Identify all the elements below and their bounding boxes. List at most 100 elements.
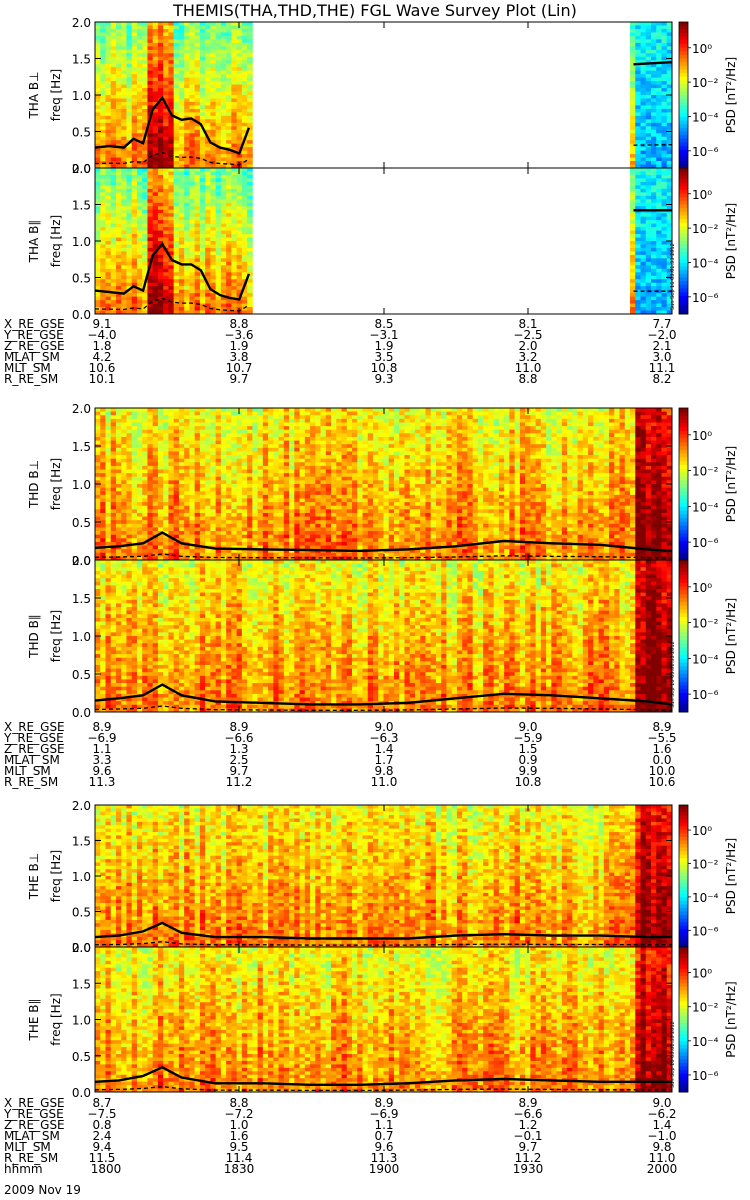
colorbar-tick-label: 10⁻²	[692, 222, 719, 236]
spectrogram-cells	[95, 560, 673, 713]
colorbar-tick-label: 10⁰	[692, 42, 712, 56]
colorbar-tick-label: 10⁻⁴	[692, 110, 719, 124]
colorbar-tick-label: 10⁻²	[692, 465, 719, 479]
colorbar-tick-label: 10⁻²	[692, 76, 719, 90]
panel-tha-bperp: 0.0 0.5 1.0 1.5 2.0 THA B⊥ freq [Hz] 10⁰ 10⁻² 10⁻…	[27, 16, 738, 176]
colorbar-label: PSD [nT²/Hz]	[724, 446, 738, 522]
y-tick-label: 0.5	[72, 516, 91, 530]
colorbar-frame	[678, 167, 689, 315]
colorbar-label: PSD [nT²/Hz]	[724, 57, 738, 133]
y-tick-label: 2.0	[72, 554, 91, 568]
colorbar-tick-label: 10⁰	[692, 188, 712, 202]
y-tick-label: 0.5	[72, 906, 91, 920]
y-tick-label: 2.0	[72, 941, 91, 955]
panel-the-bperp: 0.0 0.5 1.0 1.5 2.0 THE B⊥ freq [Hz] 10⁰ 10⁻² 10⁻…	[27, 799, 738, 955]
colorbar: 10⁰ 10⁻² 10⁻⁴ 10⁻⁶ PSD [nT²/Hz]	[678, 21, 738, 169]
y-tick-label: 0.5	[72, 1050, 91, 1064]
y-tick-label: 0.0	[72, 162, 91, 176]
colorbar-tick-label: 10⁻⁶	[692, 145, 719, 159]
y-tick-label: 1.0	[72, 478, 91, 492]
y-tick-label: 2.0	[72, 16, 91, 30]
colorbar-tick-label: 10⁰	[692, 824, 712, 838]
colorbar-tick-label: 10⁻⁴	[692, 256, 719, 270]
y-tick-label: 0.0	[72, 308, 91, 322]
y-axis-label: THE B⊥	[27, 853, 41, 900]
spectrogram-cells	[95, 805, 673, 948]
peak-frequency-line	[94, 95, 251, 155]
y-tick-label: 0.0	[72, 554, 91, 568]
colorbar-tick-label: 10⁻²	[692, 617, 719, 631]
y-tick-label: 0.5	[72, 668, 91, 682]
dashed-frequency-line	[94, 553, 673, 559]
y-tick-label: 1.5	[72, 977, 91, 991]
colorbar: 10⁰ 10⁻² 10⁻⁴ 10⁻⁶ PSD [nT²/Hz] Sun Sep 16 03…	[670, 559, 738, 713]
colorbar: 10⁰ 10⁻² 10⁻⁴ 10⁻⁶ PSD [nT²/Hz]	[678, 804, 738, 948]
spectrogram-cells	[95, 408, 673, 561]
colorbar-tick-label: 10⁰	[692, 967, 712, 981]
y-tick-label: 2.0	[72, 402, 91, 416]
y-tick-label: 1.5	[72, 835, 91, 849]
colorbar-tick-label: 10⁻⁶	[692, 536, 719, 550]
colorbar: 10⁰ 10⁻² 10⁻⁴ 10⁻⁶ PSD [nT²/Hz] Sun Sep 16 03…	[670, 946, 738, 1093]
y-axis-label: THA B∥	[27, 220, 41, 264]
y-axis-label: THD B⊥	[27, 460, 41, 509]
y-tick-label: 1.0	[72, 89, 91, 103]
y-tick-label: 1.5	[72, 592, 91, 606]
colorbar-tick-label: 10⁻⁶	[692, 924, 719, 938]
spectrogram-cells	[95, 947, 673, 1093]
y-tick-label: 1.0	[72, 1014, 91, 1028]
y-tick-label: 1.0	[72, 235, 91, 249]
colorbar-label: PSD [nT²/Hz]	[724, 598, 738, 674]
dashed-frequency-line	[94, 705, 673, 711]
peak-frequency-line	[94, 241, 251, 301]
colorbar-tick-label: 10⁻⁶	[692, 291, 719, 305]
colorbar-tick-label: 10⁻⁴	[692, 891, 719, 905]
y-axis-label: THD B∥	[27, 614, 41, 659]
y-axis-sublabel: freq [Hz]	[49, 69, 63, 121]
colorbar-tick-label: 10⁻⁴	[692, 1035, 719, 1049]
dashed-frequency-line	[94, 297, 250, 312]
dashed-frequency-line	[94, 941, 672, 946]
colorbar: 10⁰ 10⁻² 10⁻⁴ 10⁻⁶ PSD [nT²/Hz] Sun Sep 16 03…	[670, 167, 738, 315]
y-tick-label: 1.0	[72, 870, 91, 884]
y-axis-label: THA B⊥	[27, 71, 41, 119]
y-tick-label: 0.0	[72, 706, 91, 720]
y-tick-label: 1.5	[72, 53, 91, 67]
colorbar: 10⁰ 10⁻² 10⁻⁴ 10⁻⁶ PSD [nT²/Hz]	[678, 407, 738, 561]
dashed-frequency-line	[94, 1085, 672, 1092]
colorbar-tick-label: 10⁰	[692, 581, 712, 595]
date-label: 2009 Nov 19	[4, 1184, 81, 1196]
colorbar-tick-label: 10⁻²	[692, 1001, 719, 1015]
figure-title: THEMIS(THA,THD,THE) FGL Wave Survey Plot…	[0, 2, 750, 20]
colorbar-tick-label: 10⁻⁶	[692, 1069, 719, 1083]
timestamp-stamp: Sun Sep 16 03:01:33 2012	[670, 243, 676, 310]
y-tick-label: 0.0	[72, 941, 91, 955]
y-axis-sublabel: freq [Hz]	[49, 850, 63, 902]
peak-frequency-line	[94, 683, 673, 706]
panel-the-bpar: 0.0 0.5 1.0 1.5 2.0 THE B∥ freq [Hz] 10⁰ 10⁻² 10⁻…	[27, 941, 738, 1100]
y-tick-label: 0.0	[72, 1086, 91, 1100]
y-axis-label: THE B∥	[27, 999, 41, 1042]
spectrogram-cells	[95, 168, 673, 315]
colorbar-tick-label: 10⁻⁴	[692, 652, 719, 666]
y-tick-label: 1.0	[72, 630, 91, 644]
y-axis-sublabel: freq [Hz]	[49, 993, 63, 1045]
peak-frequency-line	[633, 61, 673, 66]
colorbar-tick-label: 10⁻⁴	[692, 500, 719, 514]
spectrogram-cells	[95, 22, 673, 169]
colorbar-frame	[678, 559, 689, 713]
colorbar-tick-label: 10⁻⁶	[692, 688, 719, 702]
timestamp-stamp: Sun Sep 16 03:01:33 2012	[670, 641, 676, 708]
panel-tha-bpar: 0.0 0.5 1.0 1.5 2.0 THA B∥ freq [Hz] 10⁰ 10⁻² 10⁻…	[27, 162, 738, 322]
panel-thd-bperp: 0.0 0.5 1.0 1.5 2.0 THD B⊥ freq [Hz] 10⁰ 10⁻² 10⁻…	[27, 402, 738, 568]
peak-frequency-line	[94, 1065, 672, 1087]
y-tick-label: 2.0	[72, 162, 91, 176]
y-tick-label: 1.5	[72, 199, 91, 213]
dashed-frequency-line	[94, 151, 250, 166]
y-tick-label: 0.5	[72, 272, 91, 286]
colorbar-tick-label: 10⁰	[692, 429, 712, 443]
peak-frequency-line	[94, 921, 672, 940]
colorbar-frame	[678, 946, 689, 1093]
y-tick-label: 0.5	[72, 126, 91, 140]
